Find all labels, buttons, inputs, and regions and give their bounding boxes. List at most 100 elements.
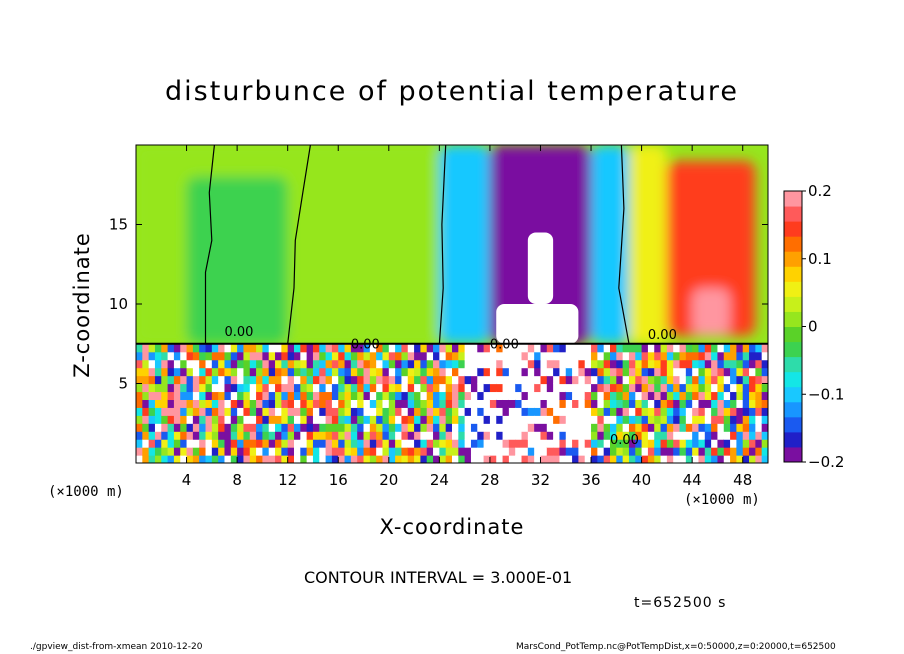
bl-cell — [439, 359, 447, 369]
bl-cell — [534, 447, 542, 456]
bl-cell — [742, 447, 750, 456]
bl-cell — [173, 407, 181, 416]
bl-cell — [704, 407, 712, 416]
bl-cell — [414, 455, 421, 463]
bl-cell — [489, 359, 497, 369]
bl-cell — [148, 391, 156, 400]
bl-cell — [692, 359, 700, 369]
bl-cell — [180, 367, 188, 377]
bl-cell — [275, 455, 282, 463]
bl-cell — [723, 383, 731, 393]
bl-cell — [723, 439, 731, 448]
bl-cell — [742, 407, 750, 416]
bl-cell — [464, 359, 472, 369]
bl-cell — [218, 447, 226, 456]
bl-cell — [382, 367, 390, 377]
bl-cell — [489, 391, 497, 400]
bl-cell — [635, 383, 643, 393]
bl-cell — [470, 343, 478, 353]
bl-cell — [401, 359, 409, 369]
bl-cell — [749, 399, 756, 408]
bl-cell — [628, 423, 636, 432]
bl-cell — [685, 399, 693, 408]
bl-cell — [211, 359, 219, 369]
bl-cell — [483, 351, 491, 361]
y-tick-label: 10 — [109, 295, 128, 313]
field-region-2 — [439, 145, 490, 344]
bl-cell — [287, 351, 295, 361]
bl-cell — [654, 383, 662, 393]
bl-cell — [489, 343, 497, 353]
bl-cell — [502, 367, 510, 377]
bl-cell — [616, 391, 624, 400]
bl-cell — [496, 383, 504, 393]
bl-cell — [256, 439, 263, 448]
bl-cell — [508, 407, 516, 416]
x-tick-label: 8 — [232, 471, 242, 489]
bl-cell — [256, 367, 263, 377]
boundary-layer — [136, 343, 768, 463]
bl-cell — [401, 415, 409, 424]
bl-cell — [268, 351, 276, 361]
bl-cell — [173, 343, 181, 353]
bl-cell — [357, 407, 365, 416]
bl-cell — [527, 439, 535, 448]
colorbar-label: 0 — [808, 318, 818, 336]
bl-cell — [610, 359, 617, 369]
bl-cell — [376, 367, 384, 377]
bl-cell — [205, 407, 213, 416]
bl-cell — [610, 343, 617, 353]
bl-cell — [281, 391, 289, 400]
bl-cell — [350, 431, 358, 440]
bl-cell — [559, 455, 567, 463]
x-tick-label: 48 — [733, 471, 752, 489]
bl-cell — [338, 423, 346, 432]
bl-cell — [584, 391, 592, 400]
bl-cell — [420, 447, 428, 456]
bl-cell — [647, 399, 655, 408]
bl-cell — [723, 447, 731, 456]
bl-cell — [470, 367, 478, 377]
bl-cell — [331, 359, 339, 369]
bl-cell — [275, 431, 282, 440]
contour-interval-label: CONTOUR INTERVAL = 3.000E-01 — [304, 568, 573, 587]
bl-cell — [268, 367, 276, 377]
bl-cell — [249, 375, 257, 385]
bl-cell — [268, 439, 276, 448]
bl-cell — [717, 343, 725, 353]
bl-cell — [161, 351, 169, 361]
bl-cell — [243, 455, 251, 463]
x-tick-label: 12 — [278, 471, 297, 489]
bl-cell — [249, 455, 257, 463]
bl-cell — [199, 423, 207, 432]
bl-cell — [546, 447, 554, 456]
bl-cell — [660, 359, 668, 369]
bl-cell — [534, 367, 542, 377]
bl-cell — [161, 423, 169, 432]
bl-cell — [521, 439, 529, 448]
bl-cell — [136, 447, 143, 456]
bl-cell — [420, 359, 428, 369]
bl-cell — [704, 359, 712, 369]
bl-cell — [647, 439, 655, 448]
bl-cell — [742, 399, 750, 408]
bl-cell — [616, 359, 624, 369]
bl-cell — [692, 391, 700, 400]
bl-cell — [749, 375, 756, 385]
bl-cell — [136, 359, 143, 369]
bl-cell — [407, 391, 415, 400]
bl-cell — [477, 439, 485, 448]
bl-cell — [749, 439, 756, 448]
bl-cell — [211, 431, 219, 440]
bl-cell — [148, 375, 156, 385]
bl-cell — [666, 455, 674, 463]
bl-cell — [237, 367, 245, 377]
bl-cell — [407, 447, 415, 456]
bl-cell — [553, 367, 561, 377]
bl-cell — [414, 359, 421, 369]
bl-cell — [470, 407, 478, 416]
bl-cell — [679, 431, 687, 440]
bl-cell — [325, 455, 333, 463]
contour-label: 0.00 — [224, 325, 253, 340]
bl-cell — [268, 447, 276, 456]
